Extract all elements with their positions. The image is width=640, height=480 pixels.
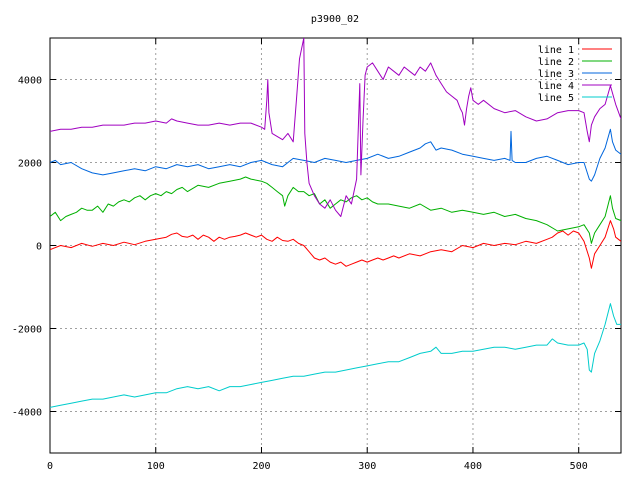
- series-line-2: [50, 176, 621, 244]
- x-tick-label: 0: [47, 461, 53, 472]
- y-tick-label: -2000: [12, 325, 42, 336]
- x-tick-label: 300: [358, 461, 376, 472]
- legend-label: line 1: [538, 45, 574, 56]
- y-tick-label: -4000: [12, 408, 42, 419]
- legend-label: line 2: [538, 57, 574, 68]
- series-line-5: [50, 303, 621, 408]
- x-tick-label: 400: [464, 461, 482, 472]
- series-line-4: [50, 38, 621, 217]
- axes: 0 100 200 300 400 500 -4000 -2000 0 2000 4000: [12, 37, 622, 472]
- x-tick-label: 200: [252, 461, 270, 472]
- x-tick-label: 100: [147, 461, 165, 472]
- legend-label: line 3: [538, 69, 574, 80]
- legend-label: line 4: [538, 81, 574, 92]
- chart-title: p3900_02: [311, 14, 359, 25]
- series-line-3: [50, 128, 621, 182]
- y-tick-label: 2000: [18, 159, 42, 170]
- y-tick-label: 0: [36, 242, 42, 253]
- series-line-1: [50, 220, 621, 269]
- x-tick-label: 500: [570, 461, 588, 472]
- grid-lines: [50, 38, 621, 453]
- series-lines: [50, 38, 621, 408]
- legend-label: line 5: [538, 93, 574, 104]
- y-tick-label: 4000: [18, 76, 42, 87]
